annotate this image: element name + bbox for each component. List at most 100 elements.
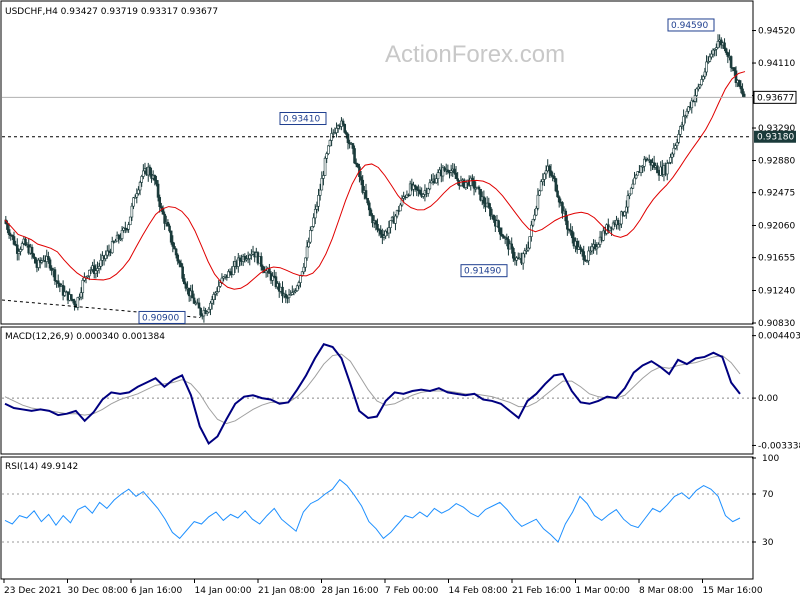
candle-body	[683, 115, 687, 118]
candle-body	[580, 249, 584, 252]
candle-body	[492, 214, 495, 221]
candle-body	[374, 220, 378, 225]
candle-body	[294, 290, 297, 292]
macd-panel-frame	[0, 326, 754, 455]
candle-body	[618, 223, 622, 226]
candle-body	[318, 189, 322, 196]
candle-body	[96, 268, 99, 271]
candle-body	[399, 204, 402, 212]
moving-average-line	[4, 71, 746, 290]
candle-body	[670, 153, 674, 158]
candle-body	[471, 177, 474, 181]
candle-body	[284, 293, 288, 298]
candle-body	[182, 278, 186, 285]
candle-body	[171, 241, 175, 247]
candle-body	[33, 257, 37, 264]
candle-body	[379, 229, 383, 235]
candle-body	[556, 190, 559, 198]
candle-body	[369, 209, 373, 216]
candle-body	[526, 247, 530, 251]
candle-body	[713, 48, 717, 51]
candle-body	[472, 180, 476, 189]
candle-body	[309, 230, 312, 243]
candle-body	[549, 170, 553, 176]
candle-body	[292, 291, 296, 293]
candle-body	[322, 175, 325, 179]
macd-ytick-label: 0.00	[758, 394, 778, 404]
candle-body	[382, 235, 386, 238]
candle-body	[361, 179, 365, 193]
candle-body	[665, 163, 669, 175]
candle-body	[629, 187, 633, 195]
candle-body	[345, 132, 348, 135]
candle-body	[623, 211, 626, 216]
candle-body	[207, 308, 211, 313]
candle-body	[197, 302, 201, 309]
candle-body	[531, 219, 535, 226]
candle-body	[729, 56, 733, 68]
candle-body	[135, 193, 139, 198]
candle-body	[335, 128, 338, 133]
candle-body	[667, 162, 671, 164]
candle-body	[421, 194, 425, 197]
candle-body	[343, 124, 347, 133]
candle-body	[11, 234, 14, 237]
candle-body	[561, 202, 564, 214]
candle-body	[178, 260, 181, 264]
candle-body	[281, 286, 284, 297]
candle-body	[557, 196, 561, 203]
price-ytick-label: 0.92880	[758, 157, 795, 167]
candle-body	[317, 195, 320, 207]
candle-body	[631, 183, 635, 189]
candle-body	[585, 260, 589, 262]
candle-body	[512, 247, 515, 259]
candle-body	[510, 243, 514, 249]
xtick-label: 28 Jan 16:00	[322, 586, 379, 596]
candle-body	[723, 42, 726, 50]
candle-body	[336, 125, 340, 129]
price-panel-frame	[0, 0, 754, 325]
candle-body	[7, 229, 11, 235]
candle-body	[575, 240, 579, 250]
candle-body	[674, 145, 677, 149]
price-annotation-box	[138, 310, 186, 324]
candle-body	[264, 270, 268, 274]
candle-body	[24, 238, 27, 246]
candle-body	[505, 237, 509, 240]
candle-body	[212, 294, 216, 300]
candle-body	[539, 181, 543, 192]
candle-body	[628, 193, 631, 197]
candle-body	[680, 124, 684, 127]
candle-body	[20, 243, 24, 250]
candle-body	[536, 194, 540, 209]
candle-body	[435, 178, 438, 184]
candle-body	[652, 162, 656, 168]
candle-body	[353, 148, 356, 164]
price-annotation-box	[460, 264, 508, 278]
candle-body	[315, 205, 319, 210]
candle-body	[70, 294, 73, 300]
candle-body	[595, 246, 599, 250]
candle-body	[176, 254, 180, 262]
rsi-layer	[2, 478, 752, 543]
candle-body	[436, 172, 440, 179]
candle-body	[114, 240, 117, 243]
candle-body	[705, 61, 708, 73]
candle-body	[125, 228, 129, 231]
candle-body	[63, 291, 67, 296]
macd-line	[4, 342, 741, 446]
candle-body	[47, 256, 50, 261]
candle-body	[89, 269, 93, 271]
candle-body	[394, 215, 397, 224]
candle-body	[489, 207, 492, 217]
candle-body	[554, 178, 558, 192]
candle-body	[528, 236, 532, 249]
candle-body	[541, 179, 545, 182]
candle-body	[430, 180, 433, 184]
candle-body	[570, 230, 574, 239]
candle-body	[333, 132, 337, 134]
candle-body	[310, 226, 314, 231]
candle-body	[15, 244, 19, 254]
price-ytick-label: 0.92475	[758, 189, 795, 199]
candle-body	[153, 175, 157, 181]
